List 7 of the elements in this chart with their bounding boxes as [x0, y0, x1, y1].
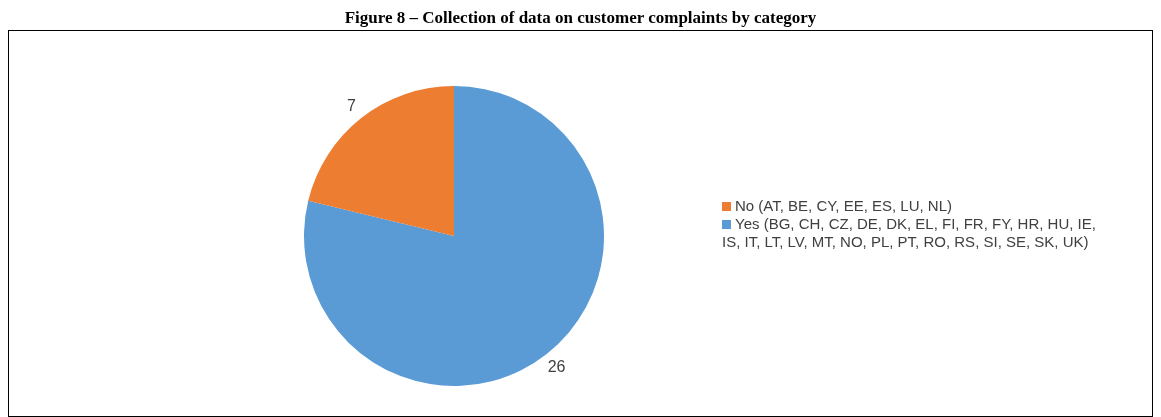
- chart-title: Figure 8 – Collection of data on customer complaints by category: [343, 8, 818, 29]
- legend-label: Yes (BG, CH, CZ, DE, DK, EL, FI, FR, FY, HR, HU, IE, IS, IT, LT, LV, MT, NO, PL, PT, RO, RS, SI, SE, SK, UK): [722, 214, 1096, 250]
- pie-slice: [304, 86, 604, 386]
- pie-slice: [308, 86, 454, 236]
- data-label: 26: [547, 357, 566, 375]
- legend-label: No (AT, BE, CY, EE, ES, LU, NL): [735, 196, 953, 214]
- data-label: 7: [346, 97, 356, 115]
